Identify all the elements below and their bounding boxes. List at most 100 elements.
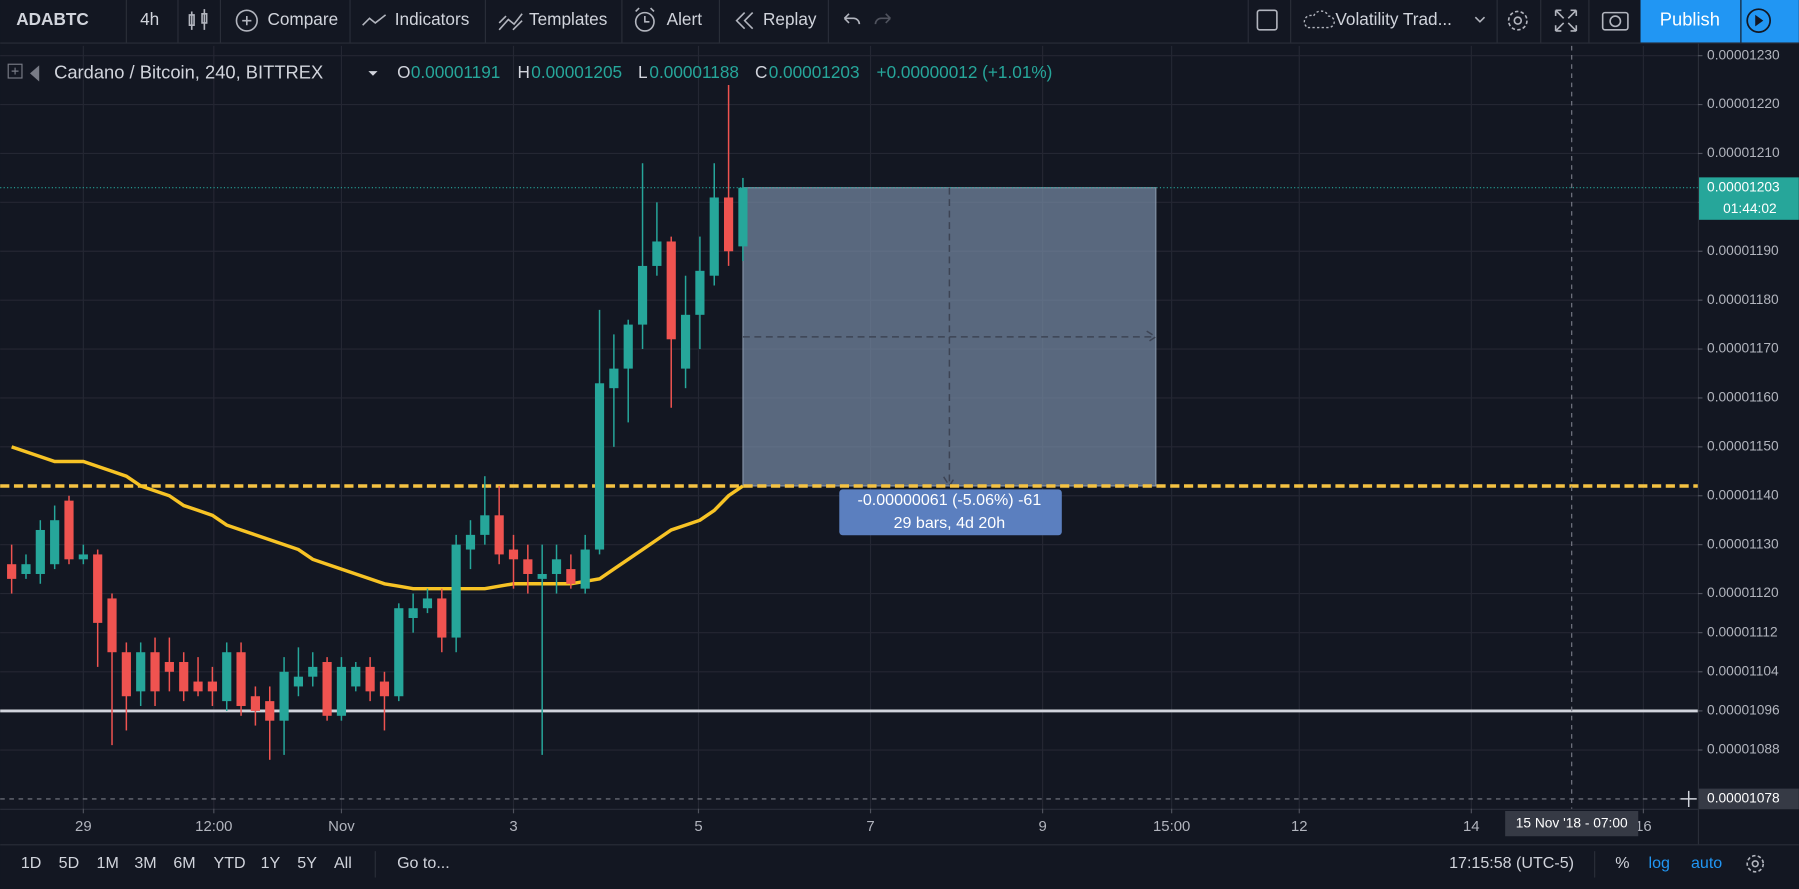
moving-average bbox=[11, 445, 744, 591]
candle-body bbox=[680, 314, 691, 369]
chart-style-button[interactable] bbox=[188, 9, 208, 30]
replay-button[interactable]: Replay bbox=[735, 9, 817, 30]
candle-body bbox=[480, 515, 490, 535]
range-button[interactable]: 1Y bbox=[261, 854, 281, 872]
countdown-label: 01:44:02 bbox=[1723, 201, 1777, 216]
y-tick-label: 0.00001088 bbox=[1707, 742, 1780, 757]
high-label: H bbox=[518, 62, 530, 82]
publish-button[interactable]: Publish bbox=[1640, 0, 1741, 43]
range-button[interactable]: 5D bbox=[59, 854, 80, 872]
templates-label: Templates bbox=[529, 9, 607, 29]
axis-settings-button[interactable] bbox=[1746, 854, 1765, 873]
series-title[interactable]: Cardano / Bitcoin, 240, BITTREX bbox=[54, 61, 323, 82]
crosshair-x-label: 15 Nov '18 - 07:00 bbox=[1516, 815, 1628, 830]
title-dropdown[interactable] bbox=[368, 71, 378, 76]
candle-body bbox=[179, 662, 189, 692]
dropdown-arrow bbox=[1474, 16, 1486, 23]
x-tick-label: 29 bbox=[75, 819, 92, 835]
y-tick-label: 0.00001180 bbox=[1707, 292, 1779, 307]
clock: 17:15:58 (UTC-5) bbox=[1449, 854, 1574, 872]
y-tick-label: 0.00001160 bbox=[1707, 390, 1779, 405]
y-tick-label: 0.00001220 bbox=[1707, 96, 1780, 111]
top-toolbar: ADABTC 4h Compare Indicators Templates A… bbox=[0, 0, 1799, 44]
log-toggle[interactable]: log bbox=[1649, 854, 1670, 872]
range-button[interactable]: 1D bbox=[21, 854, 42, 872]
y-tick-label: 0.00001104 bbox=[1707, 663, 1779, 678]
candle-body bbox=[580, 549, 590, 589]
candle-body bbox=[236, 652, 246, 707]
low-label: L bbox=[638, 62, 648, 82]
percent-toggle[interactable]: % bbox=[1615, 854, 1629, 872]
gear-outer bbox=[1746, 854, 1765, 873]
high-value: 0.00001205 bbox=[531, 62, 622, 82]
x-tick-label: 3 bbox=[509, 819, 517, 835]
y-tick-label: 0.00001190 bbox=[1707, 243, 1779, 258]
gear-inner bbox=[1751, 860, 1759, 868]
y-tick-label: 0.00001140 bbox=[1707, 487, 1779, 502]
legend: Cardano / Bitcoin, 240, BITTREX O 0.0000… bbox=[7, 61, 1052, 82]
candle-body bbox=[121, 652, 131, 697]
candle-body bbox=[623, 324, 633, 369]
candle-body bbox=[408, 608, 418, 618]
range-button[interactable]: All bbox=[334, 854, 352, 872]
undo-button[interactable] bbox=[843, 13, 861, 25]
fullscreen-button[interactable] bbox=[1554, 9, 1578, 32]
candle-body bbox=[78, 554, 88, 560]
alarm-hands bbox=[635, 7, 655, 23]
play-triangle bbox=[1755, 14, 1764, 27]
x-tick-label: 16 bbox=[1635, 819, 1652, 835]
candle-body bbox=[666, 241, 676, 340]
legend-collapse-icon[interactable] bbox=[7, 63, 23, 79]
y-tick-label: 0.00001170 bbox=[1707, 341, 1779, 356]
range-button[interactable]: YTD bbox=[214, 854, 246, 872]
measure-label-bg bbox=[839, 489, 1062, 536]
candle-body bbox=[164, 662, 174, 672]
candle-body bbox=[193, 681, 203, 692]
candle-body bbox=[150, 652, 160, 692]
candle-body bbox=[465, 534, 476, 550]
alert-button[interactable]: Alert bbox=[634, 7, 703, 32]
last-price-label: 0.00001203 bbox=[1707, 179, 1780, 194]
candle-body bbox=[293, 676, 304, 687]
layout-menu[interactable]: Volatility Trad... bbox=[1303, 9, 1486, 29]
gear-inner bbox=[1513, 16, 1523, 25]
redo-button[interactable] bbox=[874, 13, 891, 25]
alert-label: Alert bbox=[667, 9, 703, 29]
crosshair-y-label-bg bbox=[1699, 788, 1799, 810]
indicators-button[interactable]: Indicators bbox=[362, 9, 470, 29]
range-button[interactable]: 3M bbox=[134, 854, 156, 872]
x-tick-label: 12 bbox=[1291, 819, 1308, 835]
x-tick-label: Nov bbox=[328, 819, 355, 835]
candle-body bbox=[308, 666, 318, 677]
range-button[interactable]: 1M bbox=[97, 854, 119, 872]
interval[interactable]: 4h bbox=[140, 9, 159, 29]
low-value: 0.00001188 bbox=[649, 62, 739, 82]
y-tick-label: 0.00001112 bbox=[1707, 624, 1778, 639]
candle-body bbox=[451, 544, 461, 638]
candle-body bbox=[594, 383, 605, 550]
range-button[interactable]: 5Y bbox=[297, 854, 317, 872]
range-button[interactable]: 6M bbox=[173, 854, 195, 872]
legend-flag bbox=[30, 65, 40, 82]
settings-button[interactable] bbox=[1507, 10, 1528, 31]
goto-button[interactable]: Go to... bbox=[397, 854, 450, 872]
play-button[interactable] bbox=[1741, 0, 1799, 43]
candle-body bbox=[107, 598, 117, 653]
symbol[interactable]: ADABTC bbox=[16, 9, 89, 29]
compare-button[interactable]: Compare bbox=[235, 9, 338, 32]
snapshot-button[interactable] bbox=[1601, 11, 1629, 31]
auto-toggle[interactable]: auto bbox=[1691, 854, 1722, 872]
open-label: O bbox=[397, 62, 410, 82]
y-tick-label: 0.00001230 bbox=[1707, 47, 1780, 62]
fullscreen-layout-button[interactable] bbox=[1256, 9, 1278, 31]
candle-body bbox=[695, 270, 705, 315]
candle-body bbox=[64, 500, 74, 560]
camera-body bbox=[1601, 11, 1629, 31]
candle-body bbox=[336, 666, 347, 716]
candle-body bbox=[351, 666, 361, 687]
templates-button[interactable]: Templates bbox=[498, 9, 607, 31]
x-tick-label: 5 bbox=[694, 819, 702, 835]
measure-label: 29 bars, 4d 20h bbox=[894, 514, 1006, 532]
candle-body bbox=[422, 598, 433, 609]
